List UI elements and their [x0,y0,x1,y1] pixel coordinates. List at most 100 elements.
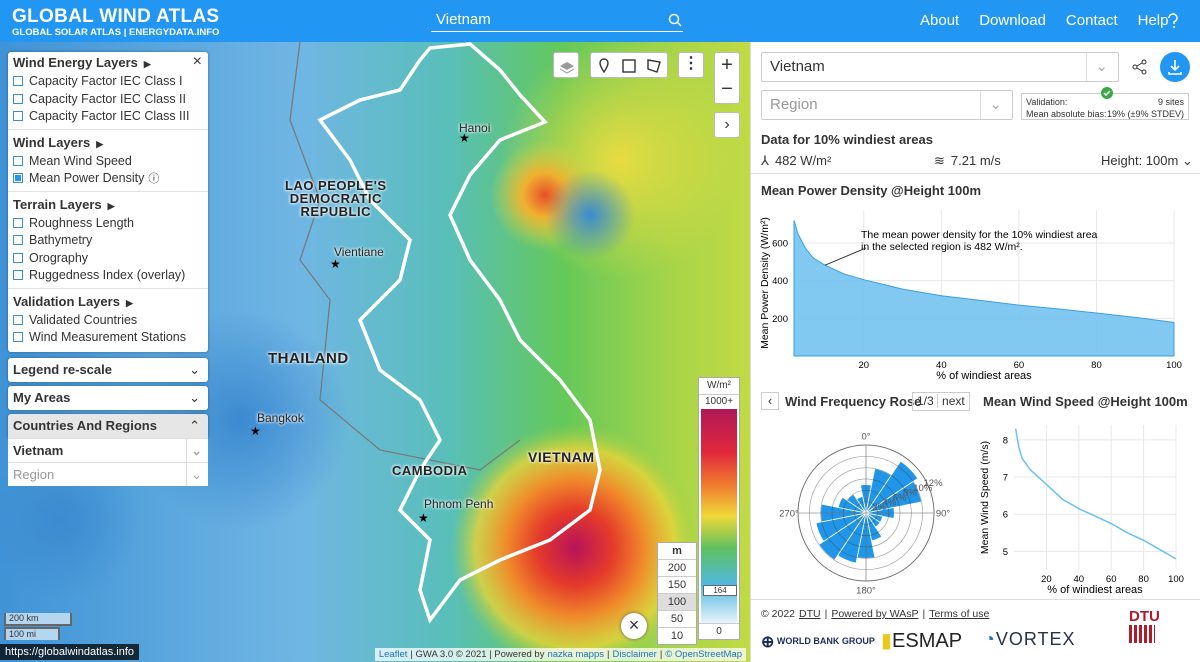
height-option[interactable]: 10 [658,627,696,644]
layer-item[interactable]: Capacity Factor IEC Class II [8,91,208,109]
checkbox[interactable] [13,93,23,104]
rose-sector [818,512,867,561]
height-option[interactable]: 150 [658,576,696,593]
area [793,220,1175,357]
chevron: ⌄ [189,362,200,377]
nav-link[interactable]: Download [979,12,1046,29]
height-option[interactable]: 100 [658,593,696,610]
group-title[interactable]: Wind Energy Layers ▶ [8,53,208,73]
y-tick-label: 400 [772,276,788,287]
attribution-item[interactable]: © OpenStreetMap [665,649,742,660]
logo[interactable]: DTU [1129,608,1160,643]
layers-button[interactable] [553,52,579,78]
logo[interactable]: ⊕ WORLD BANK GROUP [761,634,875,651]
logo[interactable]: ◔VORTEX [984,629,1076,649]
layer-item[interactable]: Capacity Factor IEC Class I [8,73,208,91]
footer-item[interactable]: DTU [799,608,821,620]
checkbox[interactable] [13,217,23,228]
group-title-text: Wind Layers [13,134,91,150]
footer-item: | [922,608,926,620]
checkbox[interactable] [13,270,23,280]
layer-item[interactable]: Roughness Length [8,215,208,233]
select-value: Region [13,467,55,482]
map[interactable]: ★ ★ ★ ★ Hanoi LAO PEOPLE'S DEMOCRATIC RE… [0,42,750,662]
checkbox[interactable] [13,173,23,183]
layer-item[interactable]: Ruggedness Index (overlay) [8,267,208,285]
zoom-control[interactable]: + − [714,52,740,104]
expand-button[interactable]: › [714,112,740,138]
footer-item[interactable]: Powered by WAsP [831,608,919,620]
bias-value: 19% (±9% STDEV) [1107,109,1184,119]
download-button[interactable] [1160,52,1190,82]
height-selector: m 200 150 100 50 10 [657,542,697,645]
rose-pager[interactable]: 1/3 next [912,392,970,411]
prev-button[interactable]: ‹ [761,392,779,410]
search-icon[interactable] [668,13,682,27]
height-dropdown[interactable]: Height: 100m ⌄ [1101,153,1193,168]
close-button[interactable]: × [192,53,202,70]
footer-item: | [824,608,828,620]
group-title[interactable]: Wind Layers ▶ [8,133,208,153]
checkbox[interactable] [13,76,23,86]
layer-item[interactable]: Validated Countries [8,312,208,330]
layer-label: Orography [29,250,89,265]
nav-link[interactable]: Contact [1065,12,1118,29]
help-icon[interactable] [1167,13,1179,29]
checkbox[interactable] [13,332,23,342]
search-input[interactable]: Vietnam [431,10,683,32]
menu-button[interactable]: ⋮ [678,52,704,78]
group-title[interactable]: Validation Layers ▶ [8,292,208,312]
attribution-item[interactable]: Leaflet [378,649,408,660]
data-title: Data for 10% windiest areas [761,132,933,147]
ring-label: 4% [883,497,897,508]
chart-title: Mean Wind Speed @Height 100m [983,394,1188,409]
map-url[interactable]: https://globalwindatlas.info [0,644,140,660]
attribution-item[interactable]: Disclaimer [612,649,657,660]
layer-item[interactable]: Bathymetry [8,232,208,250]
panel-select[interactable]: Vietnam ⌄ [8,438,208,462]
ring-label: 2% [872,502,886,513]
rose-next[interactable]: next [937,394,965,408]
collapsible-panel[interactable]: Countries And Regions ⌃ [8,414,208,438]
checkbox[interactable] [13,252,23,263]
nav-link[interactable]: Help [1137,12,1169,29]
footer-item[interactable]: Terms of use [929,608,990,620]
logo[interactable]: ▮ESMAP [881,630,963,652]
wind-blob [450,423,700,662]
region-select[interactable]: Region ⌄ [761,90,1013,120]
share-icon[interactable] [1132,59,1148,75]
collapsible-panel[interactable]: My Areas ⌄ [8,386,208,410]
wind-icon: ≋ [934,153,945,168]
select-value: Vietnam [13,443,64,458]
group-title[interactable]: Terrain Layers ▶ [8,195,208,215]
layer-item[interactable]: Wind Measurement Stations [8,329,208,347]
rose-sector [837,496,867,514]
draw-tools[interactable] [590,52,668,78]
country-select[interactable]: Vietnam ⌄ [761,52,1119,82]
map-label: LAO PEOPLE'S DEMOCRATIC REPUBLIC [285,178,387,219]
rose-page: 1/3 [917,394,934,408]
panel-select[interactable]: Region ⌄ [8,462,208,486]
layer-item[interactable]: Mean Wind Speed [8,153,208,171]
collapsible-panel[interactable]: Legend re-scale ⌄ [8,358,208,382]
layer-item[interactable]: Capacity Factor IEC Class III [8,108,208,126]
checkbox[interactable] [13,111,23,121]
layer-item[interactable]: Mean Power Density ⓘ [8,170,208,188]
separator [8,190,208,192]
info-icon[interactable]: ⓘ [148,173,160,185]
close-map-overlay[interactable]: × [621,613,647,639]
app-title[interactable]: GLOBAL WIND ATLAS [12,6,220,27]
checkbox[interactable] [13,235,23,245]
panel-title: Legend re-scale [13,362,112,377]
checkbox[interactable] [13,155,23,166]
x-axis-label: % of windiest areas [1047,584,1143,596]
height-option[interactable]: 50 [658,610,696,627]
x-tick-label: 100 [1166,360,1182,371]
checkbox[interactable] [13,314,23,325]
nav-link[interactable]: About [920,12,960,29]
chevron: ⌃ [189,418,200,433]
layer-item[interactable]: Orography [8,250,208,268]
height-option[interactable]: 200 [658,559,696,576]
attribution-item[interactable]: nazka mapps [547,649,604,660]
app-subtitle[interactable]: GLOBAL SOLAR ATLAS | ENERGYDATA.INFO [12,27,220,38]
